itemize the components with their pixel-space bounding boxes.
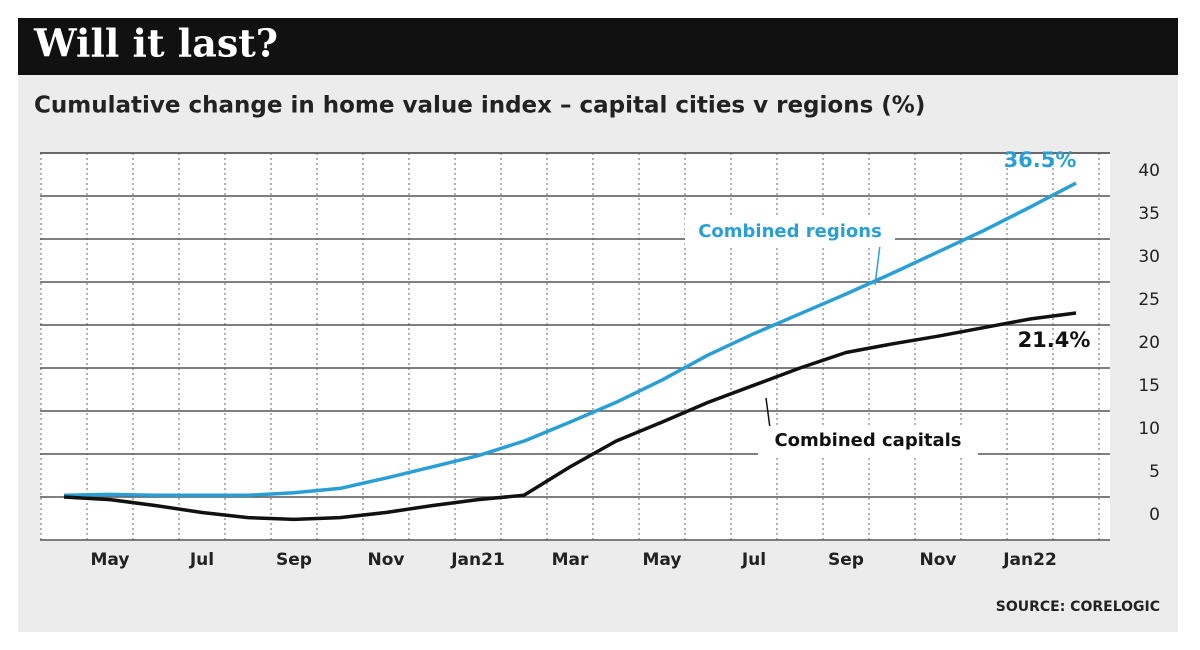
y-tick-label: 25	[1138, 290, 1160, 310]
legend-bg	[758, 426, 978, 456]
x-tick-label: Jan22	[1002, 550, 1057, 570]
legend-label: Combined capitals	[774, 430, 961, 451]
y-tick-label: 10	[1138, 419, 1160, 439]
callout-line	[874, 244, 881, 286]
y-tick-label: 5	[1149, 462, 1160, 482]
legend-bg	[685, 217, 895, 247]
chart-title: Will it last?	[33, 21, 278, 66]
x-tick-label: Jul	[189, 550, 214, 570]
x-tick-label: Mar	[552, 550, 589, 570]
title-bar	[18, 18, 1178, 75]
y-tick-label: 0	[1149, 505, 1160, 525]
x-tick-label: Jul	[741, 550, 766, 570]
plot-area	[40, 153, 1110, 540]
series-line	[63, 311, 1077, 522]
x-tick-label: Jan21	[450, 550, 505, 570]
y-tick-label: 40	[1138, 161, 1160, 181]
value-label: 21.4%	[1018, 328, 1091, 352]
x-tick-label: Nov	[368, 550, 405, 570]
x-tick-label: Sep	[828, 550, 864, 570]
y-tick-label: 30	[1138, 247, 1160, 267]
legend-label: Combined regions	[698, 221, 882, 242]
x-tick-label: May	[643, 550, 682, 570]
y-tick-label: 15	[1138, 376, 1160, 396]
x-tick-label: Sep	[276, 550, 312, 570]
series-line	[63, 181, 1077, 498]
y-tick-label: 35	[1138, 204, 1160, 224]
value-label: 36.5%	[1004, 148, 1077, 172]
x-tick-label: Nov	[920, 550, 957, 570]
chart-subtitle: Cumulative change in home value index – …	[34, 93, 925, 119]
y-tick-label: 20	[1138, 333, 1160, 353]
source: SOURCE: CORELOGIC	[996, 599, 1160, 615]
x-tick-label: May	[91, 550, 130, 570]
callout-line	[765, 397, 771, 429]
